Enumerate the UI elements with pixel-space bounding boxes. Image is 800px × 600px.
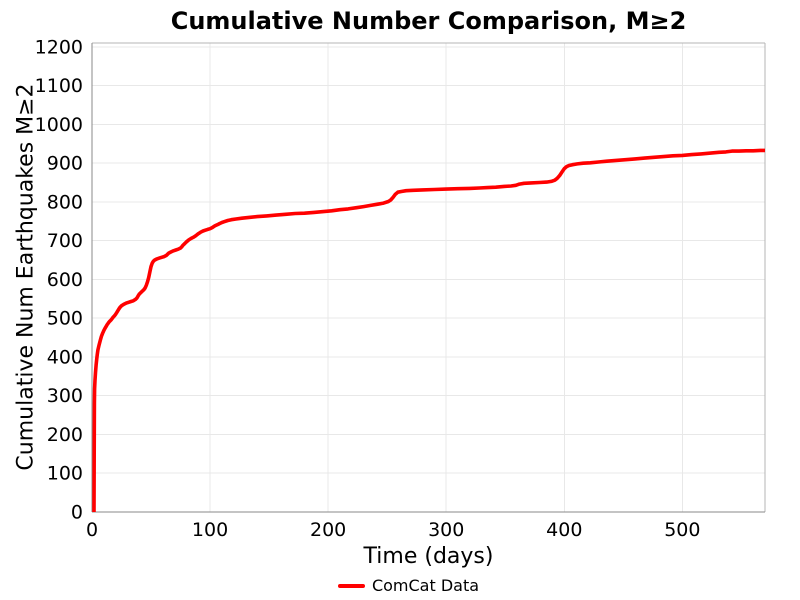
x-axis-label: Time (days) [363, 544, 494, 569]
svg-text:300: 300 [47, 385, 83, 407]
legend-line-swatch [337, 583, 365, 588]
gridlines [92, 43, 765, 512]
x-tick-labels: 0 100 200 300 400 500 [86, 519, 701, 541]
svg-text:700: 700 [47, 230, 83, 252]
svg-text:0: 0 [71, 502, 83, 524]
svg-text:500: 500 [47, 308, 83, 330]
svg-text:900: 900 [47, 153, 83, 175]
svg-text:100: 100 [192, 519, 228, 541]
svg-text:500: 500 [664, 519, 700, 541]
legend: ComCat Data [72, 576, 745, 595]
svg-text:300: 300 [428, 519, 464, 541]
legend-label: ComCat Data [371, 576, 480, 595]
y-tick-labels: 0 100 200 300 400 500 600 700 800 900 1000 1100 1200 [35, 36, 83, 523]
data-line-comcat [92, 148, 765, 513]
svg-text:600: 600 [47, 269, 83, 291]
svg-text:200: 200 [47, 424, 83, 446]
svg-text:1000: 1000 [35, 114, 83, 136]
svg-text:400: 400 [47, 346, 83, 368]
chart-title: Cumulative Number Comparison, M≥2 [170, 7, 687, 35]
svg-text:100: 100 [47, 463, 83, 485]
svg-text:1100: 1100 [35, 75, 83, 97]
svg-text:200: 200 [310, 519, 346, 541]
y-axis-label: Cumulative Num Earthquakes M≥2 [13, 83, 39, 471]
plot-border [91, 42, 766, 513]
svg-text:0: 0 [86, 519, 98, 541]
svg-text:800: 800 [47, 191, 83, 213]
svg-text:1200: 1200 [35, 36, 83, 58]
svg-text:400: 400 [546, 519, 582, 541]
